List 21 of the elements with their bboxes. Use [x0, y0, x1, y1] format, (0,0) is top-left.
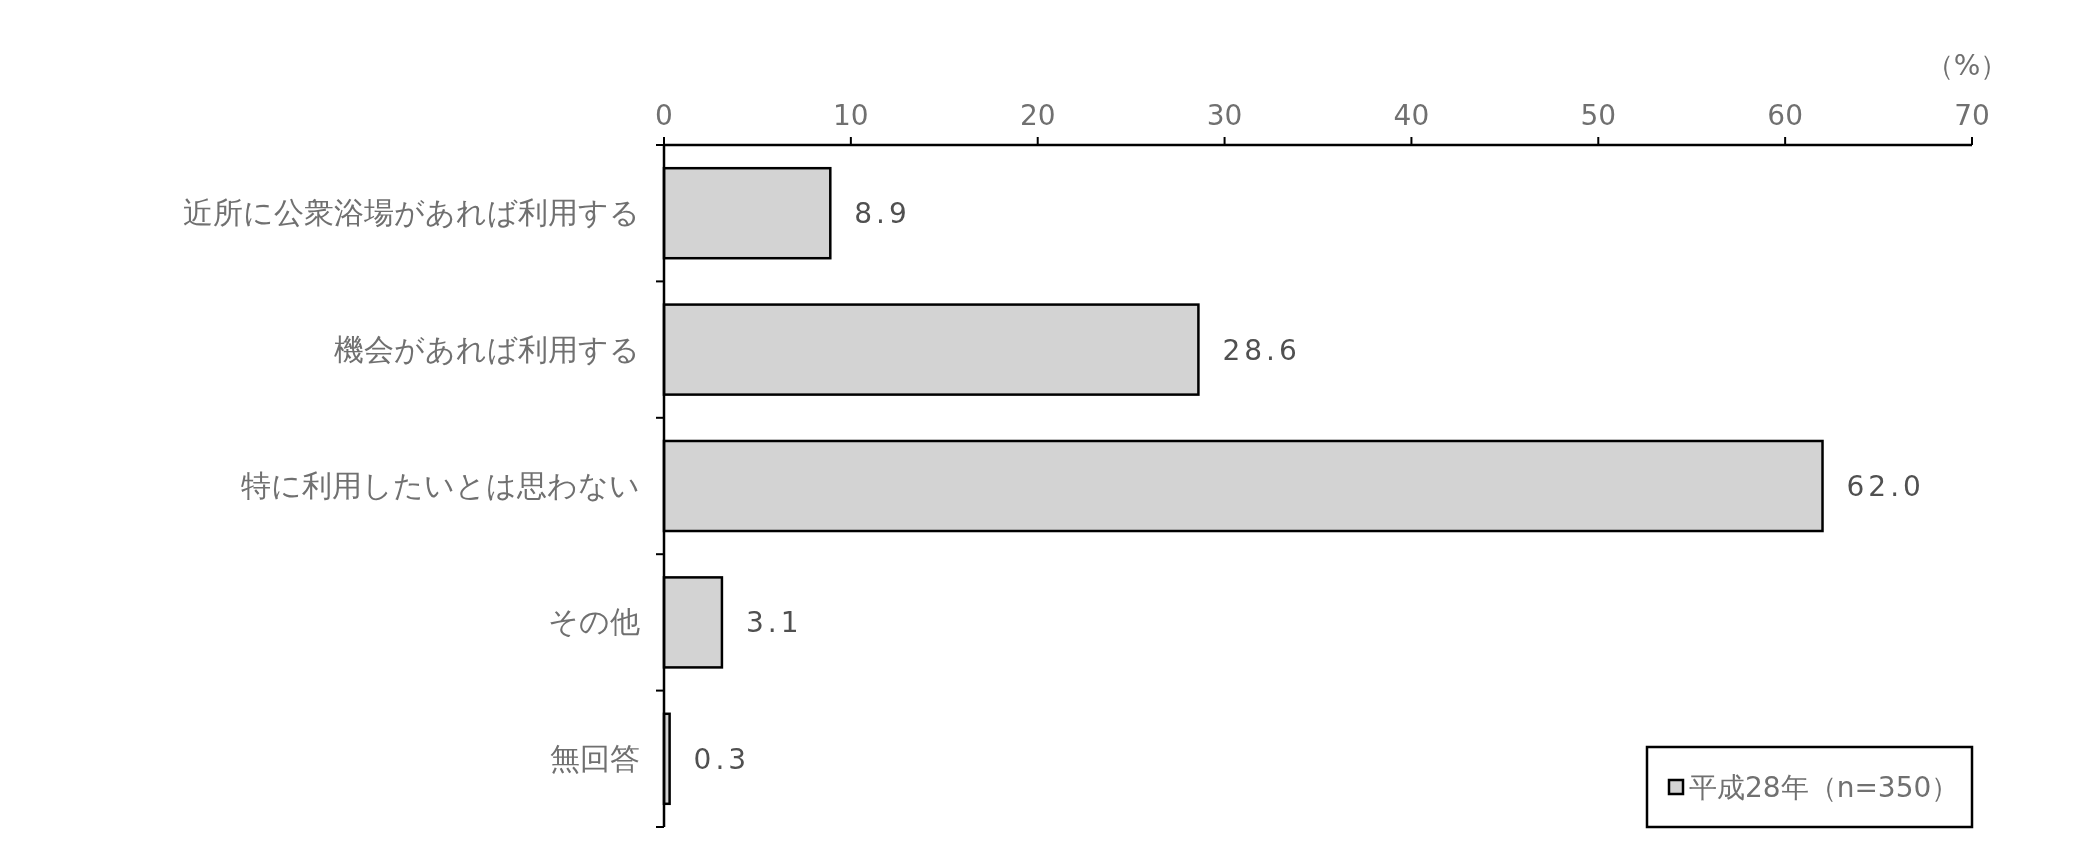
text: 0.3: [693, 742, 751, 776]
x-tick-label: 10: [833, 99, 869, 132]
x-tick-label: 70: [1954, 99, 1990, 132]
x-axis-title: （%）: [1925, 49, 2009, 82]
x-tick-label: 60: [1767, 99, 1803, 132]
y-tick-label: 無回答: [550, 740, 640, 776]
x-tick-label: 50: [1580, 99, 1617, 132]
y-tick-label: 近所に公衆浴場があれば利用する: [183, 195, 640, 231]
y-tick-label: 特に利用したいとは思わない: [241, 468, 640, 503]
x-tick-label: 30: [1206, 99, 1243, 132]
y-tick-label: 機会があれば利用する: [334, 331, 640, 367]
text: 62.0: [1846, 470, 1925, 503]
x-tick-label: 40: [1393, 99, 1430, 132]
text: 3.1: [745, 606, 803, 640]
x-tick-label: 0: [655, 99, 673, 132]
text: 28.6: [1222, 333, 1301, 367]
legend: 平成28年（n=350）: [1645, 745, 1974, 829]
y-tick-label: その他: [548, 604, 640, 640]
text: 8.9: [854, 197, 911, 231]
legend-label: 平成28年（n=350）: [1689, 771, 1960, 804]
x-tick-label: 20: [1019, 99, 1056, 132]
